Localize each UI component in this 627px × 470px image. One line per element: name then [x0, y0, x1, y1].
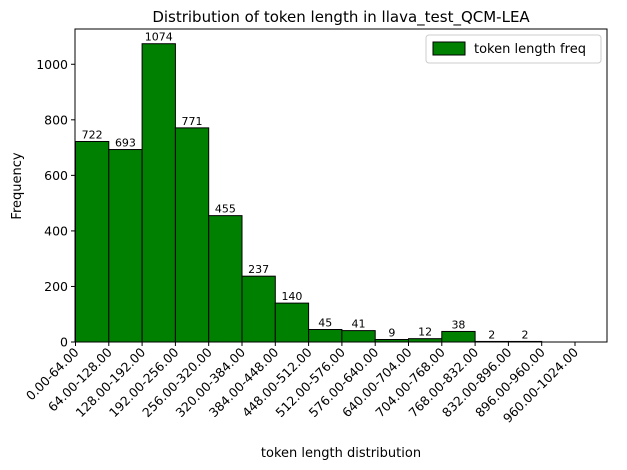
- bar-value-label: 455: [215, 203, 236, 216]
- histogram-bar: [274, 302, 310, 343]
- histogram-bar: [75, 140, 110, 343]
- bar-value-label: 722: [82, 128, 103, 141]
- bar-value-label: 45: [318, 317, 332, 330]
- plot-frame: [74, 28, 608, 343]
- bar-value-label: 41: [352, 318, 366, 331]
- bar-value-label: 2: [522, 328, 529, 341]
- bar-value-label: 12: [418, 326, 432, 339]
- bar-value-label: 237: [248, 263, 269, 276]
- histogram-bar: [241, 275, 276, 343]
- y-tick-label: 800: [44, 112, 68, 127]
- chart-title: Distribution of token length in llava_te…: [152, 8, 530, 27]
- bar-value-label: 1074: [145, 31, 173, 44]
- bar-value-label: 2: [488, 328, 495, 341]
- x-axis: 0.00-64.0064.00-128.00128.00-192.00192.0…: [23, 342, 581, 426]
- bar-value-label: 771: [182, 115, 203, 128]
- legend-label: token length freq: [474, 42, 586, 57]
- y-tick-label: 1000: [36, 57, 68, 72]
- x-axis-title: token length distribution: [261, 446, 421, 461]
- bar-value-label: 9: [388, 327, 395, 340]
- bars-group: [75, 43, 543, 343]
- y-tick-label: 400: [44, 223, 68, 238]
- histogram-bar: [441, 330, 476, 343]
- bar-labels-group: 722 693 1074 771 455 237 140 45 41 9 12 38 2 2: [82, 31, 529, 342]
- bar-value-label: 693: [115, 137, 136, 150]
- legend-swatch: [432, 41, 466, 56]
- bar-value-label: 38: [451, 318, 465, 331]
- y-axis-title: Frequency: [10, 152, 25, 219]
- y-tick-label: 200: [44, 279, 68, 294]
- bar-value-label: 140: [281, 290, 302, 303]
- legend-frame: [425, 34, 602, 64]
- legend: token length freq: [425, 34, 602, 64]
- y-axis: 0 200 400 600 800 1000: [36, 57, 75, 350]
- histogram-bar: [308, 329, 343, 343]
- histogram-bar: [208, 215, 243, 343]
- histogram-bar: [174, 127, 210, 343]
- y-tick-label: 0: [60, 335, 68, 350]
- y-tick-label: 600: [44, 168, 68, 183]
- histogram-bar: [141, 43, 176, 343]
- histogram-bar: [108, 149, 143, 343]
- histogram-bar: [341, 330, 376, 343]
